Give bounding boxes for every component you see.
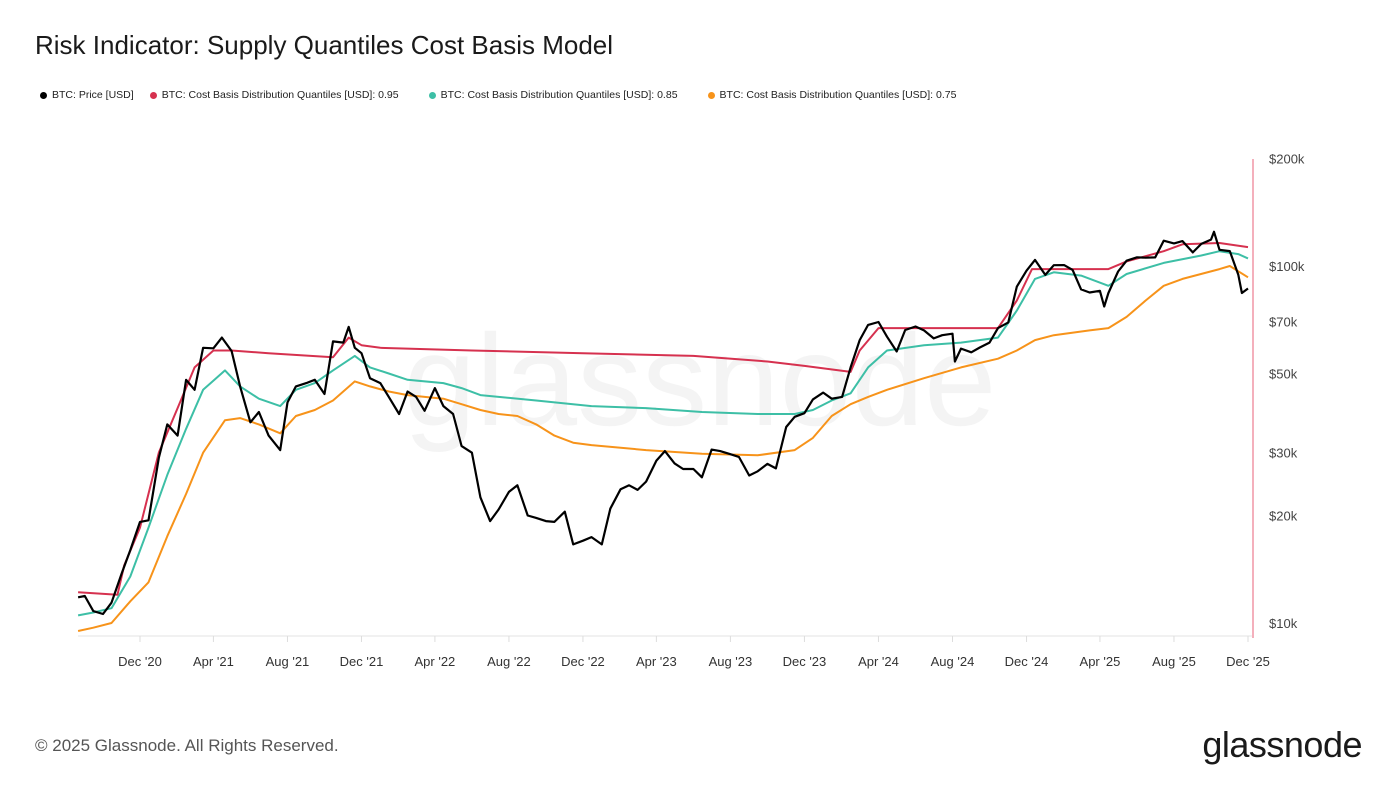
- series-line-3: [77, 265, 1249, 632]
- x-tick-label: Dec '23: [783, 654, 827, 669]
- legend-item-q85[interactable]: BTC: Cost Basis Distribution Quantiles […: [428, 89, 678, 101]
- chart-title: Risk Indicator: Supply Quantiles Cost Ba…: [35, 30, 614, 60]
- watermark: glassnode: [404, 307, 997, 453]
- x-tick-label: Dec '20: [118, 654, 162, 669]
- legend-item-q95[interactable]: BTC: Cost Basis Distribution Quantiles […: [149, 89, 399, 101]
- legend-item-q75[interactable]: BTC: Cost Basis Distribution Quantiles […: [707, 89, 957, 101]
- copyright-footer: © 2025 Glassnode. All Rights Reserved.: [35, 736, 339, 755]
- series-line-0: [77, 230, 1249, 616]
- legend: BTC: Price [USD] BTC: Cost Basis Distrib…: [40, 89, 972, 101]
- y-tick-label: $200k: [1269, 152, 1305, 167]
- y-tick-label: $50k: [1269, 366, 1298, 381]
- y-tick-label: $30k: [1269, 446, 1298, 461]
- y-tick-label: $70k: [1269, 314, 1298, 329]
- legend-dot-icon: [149, 91, 157, 99]
- legend-dot-icon: [40, 91, 47, 99]
- x-tick-label: Apr '22: [415, 654, 456, 669]
- series-line-2: [77, 250, 1249, 617]
- x-tick-label: Apr '21: [193, 654, 234, 669]
- x-tick-label: Dec '25: [1226, 654, 1270, 669]
- x-tick-label: Dec '21: [340, 654, 384, 669]
- x-tick-label: Aug '24: [931, 654, 975, 669]
- legend-item-price[interactable]: BTC: Price [USD]: [40, 89, 134, 101]
- legend-dot-icon: [707, 91, 715, 99]
- x-tick-label: Aug '23: [709, 654, 753, 669]
- x-tick-label: Aug '25: [1152, 654, 1196, 669]
- legend-dot-icon: [428, 91, 436, 99]
- x-tick-label: Apr '24: [858, 654, 899, 669]
- legend-label: BTC: Cost Basis Distribution Quantiles […: [440, 89, 678, 101]
- x-tick-label: Dec '24: [1005, 654, 1049, 669]
- y-tick-label: $100k: [1269, 259, 1305, 274]
- x-tick-label: Aug '22: [487, 654, 531, 669]
- legend-label: BTC: Price [USD]: [52, 89, 134, 101]
- y-tick-label: $10k: [1269, 616, 1298, 631]
- x-tick-label: Aug '21: [266, 654, 310, 669]
- glassnode-logo: glassnode: [1202, 724, 1362, 765]
- x-tick-label: Apr '25: [1080, 654, 1121, 669]
- legend-label: BTC: Cost Basis Distribution Quantiles […: [161, 89, 399, 101]
- legend-label: BTC: Cost Basis Distribution Quantiles […: [719, 89, 957, 101]
- x-tick-label: Dec '22: [561, 654, 605, 669]
- y-tick-label: $20k: [1269, 509, 1298, 524]
- x-tick-label: Apr '23: [636, 654, 677, 669]
